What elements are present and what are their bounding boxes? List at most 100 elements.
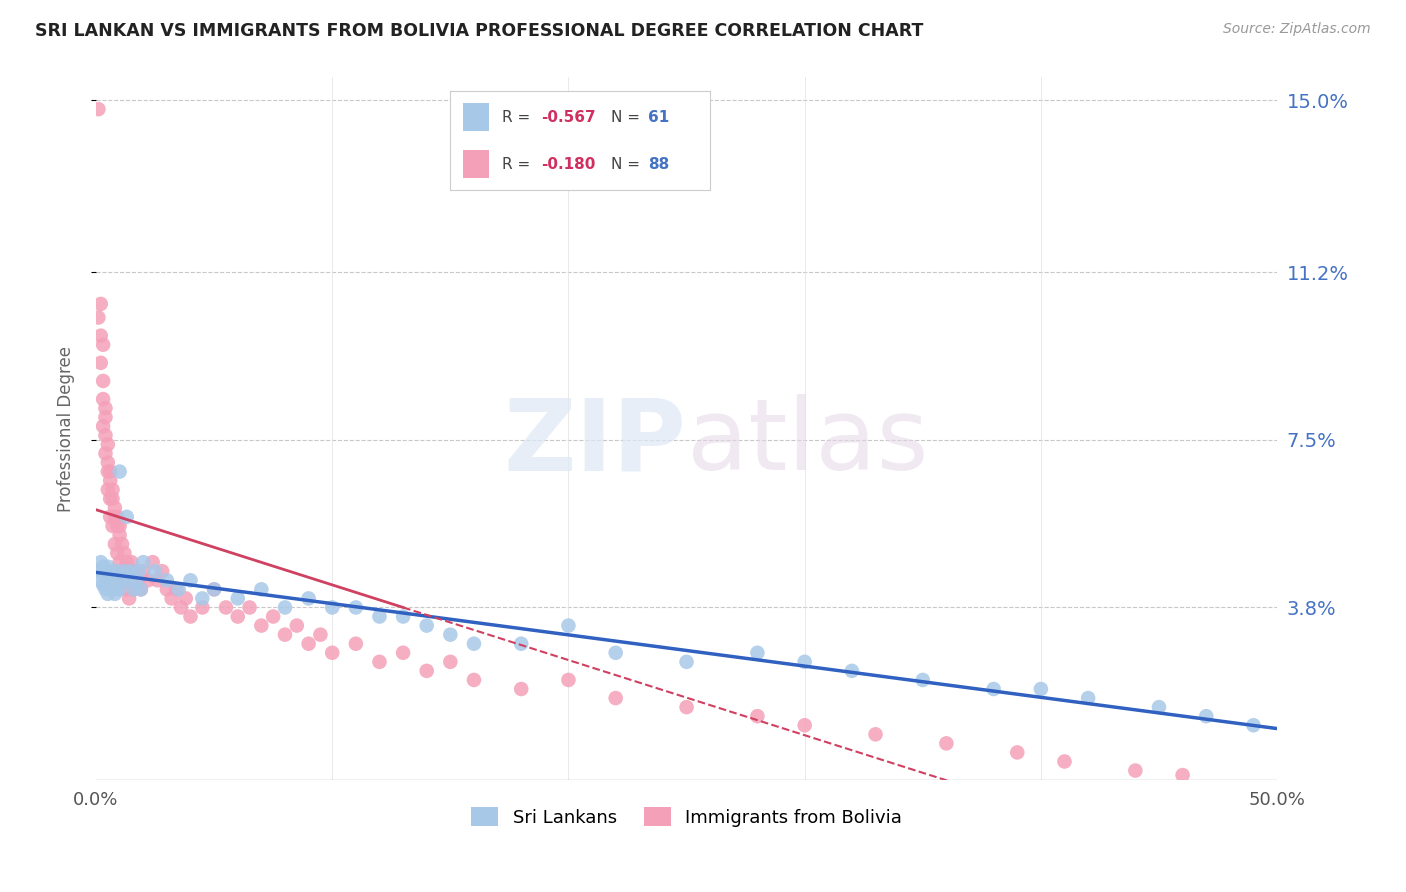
Point bbox=[125, 564, 148, 578]
Point bbox=[97, 456, 120, 470]
Point bbox=[747, 646, 769, 660]
Point bbox=[463, 673, 485, 687]
Point bbox=[321, 600, 343, 615]
Point bbox=[605, 646, 627, 660]
Point bbox=[112, 574, 135, 588]
Point bbox=[128, 574, 150, 588]
Point bbox=[865, 727, 887, 741]
Point bbox=[202, 582, 225, 597]
Point bbox=[297, 591, 319, 606]
Point bbox=[120, 574, 142, 588]
Point bbox=[238, 600, 260, 615]
Point bbox=[111, 564, 134, 578]
Point bbox=[226, 591, 249, 606]
Point bbox=[90, 574, 112, 588]
Point bbox=[91, 419, 114, 434]
Point bbox=[118, 574, 141, 588]
Point bbox=[368, 655, 391, 669]
Point bbox=[202, 582, 225, 597]
Point bbox=[112, 564, 135, 578]
Point bbox=[1243, 718, 1265, 732]
Point bbox=[179, 574, 201, 588]
Point bbox=[285, 618, 308, 632]
Point bbox=[98, 491, 121, 506]
Point bbox=[215, 600, 238, 615]
Point bbox=[90, 555, 112, 569]
Point bbox=[90, 297, 112, 311]
Point bbox=[1125, 764, 1147, 778]
Point bbox=[156, 582, 179, 597]
Point bbox=[120, 555, 142, 569]
Point bbox=[150, 564, 173, 578]
Point bbox=[97, 437, 120, 451]
Point bbox=[605, 691, 627, 706]
Point bbox=[98, 578, 121, 592]
Point bbox=[115, 555, 138, 569]
Point bbox=[115, 509, 138, 524]
Point bbox=[439, 627, 461, 641]
Point bbox=[108, 519, 131, 533]
Point bbox=[91, 374, 114, 388]
Text: Source: ZipAtlas.com: Source: ZipAtlas.com bbox=[1223, 22, 1371, 37]
Point bbox=[132, 555, 155, 569]
Point bbox=[122, 582, 145, 597]
Point bbox=[111, 574, 134, 588]
Point bbox=[174, 591, 197, 606]
Point bbox=[226, 609, 249, 624]
Point bbox=[167, 582, 190, 597]
Point bbox=[1077, 691, 1099, 706]
Point bbox=[120, 564, 142, 578]
Point bbox=[98, 509, 121, 524]
Point bbox=[105, 519, 128, 533]
Point bbox=[1171, 768, 1194, 782]
Point bbox=[1007, 746, 1029, 760]
Point bbox=[101, 483, 124, 497]
Point bbox=[321, 646, 343, 660]
Point bbox=[793, 655, 815, 669]
Point bbox=[112, 546, 135, 560]
Point bbox=[146, 574, 169, 588]
Point bbox=[105, 564, 128, 578]
Point bbox=[94, 410, 117, 425]
Point bbox=[104, 574, 127, 588]
Point bbox=[91, 578, 114, 592]
Point bbox=[94, 446, 117, 460]
Point bbox=[87, 310, 110, 325]
Point bbox=[105, 546, 128, 560]
Point bbox=[97, 559, 120, 574]
Point bbox=[87, 102, 110, 116]
Point bbox=[108, 582, 131, 597]
Point bbox=[309, 627, 332, 641]
Point bbox=[392, 609, 415, 624]
Point bbox=[297, 637, 319, 651]
Point bbox=[98, 474, 121, 488]
Point bbox=[1053, 755, 1076, 769]
Point bbox=[101, 568, 124, 582]
Point bbox=[115, 582, 138, 597]
Point bbox=[136, 574, 159, 588]
Point bbox=[143, 564, 166, 578]
Point bbox=[675, 700, 697, 714]
Point bbox=[191, 600, 214, 615]
Point bbox=[439, 655, 461, 669]
Point bbox=[250, 618, 273, 632]
Point bbox=[179, 609, 201, 624]
Point bbox=[156, 574, 179, 588]
Point bbox=[125, 574, 148, 588]
Legend: Sri Lankans, Immigrants from Bolivia: Sri Lankans, Immigrants from Bolivia bbox=[464, 800, 910, 834]
Point bbox=[91, 559, 114, 574]
Point bbox=[97, 587, 120, 601]
Point bbox=[104, 509, 127, 524]
Point bbox=[94, 428, 117, 442]
Point bbox=[344, 600, 367, 615]
Point bbox=[841, 664, 863, 678]
Point bbox=[98, 465, 121, 479]
Point bbox=[97, 483, 120, 497]
Point bbox=[344, 637, 367, 651]
Point bbox=[510, 681, 533, 696]
Point bbox=[94, 401, 117, 416]
Point bbox=[368, 609, 391, 624]
Point bbox=[90, 328, 112, 343]
Point bbox=[463, 637, 485, 651]
Point bbox=[250, 582, 273, 597]
